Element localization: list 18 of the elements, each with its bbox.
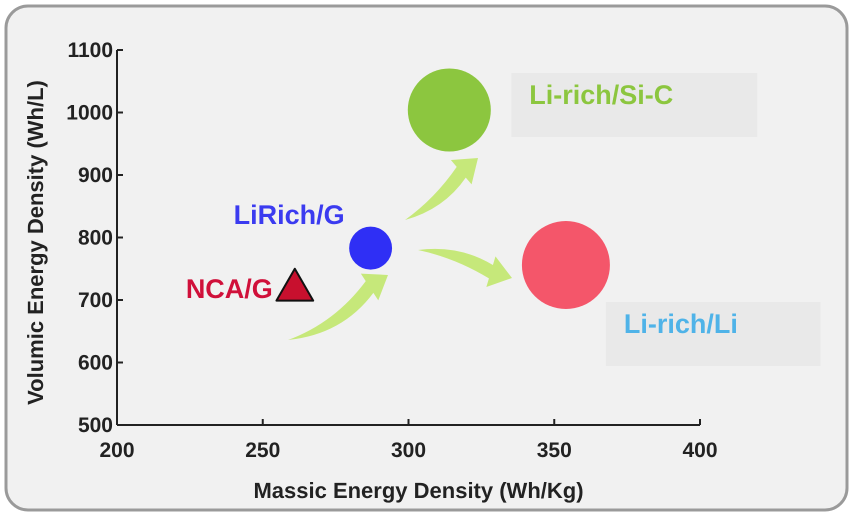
annotation: Li-rich/Li [624, 309, 738, 339]
y-tick-label: 1100 [67, 39, 113, 62]
y-tick-label: 800 [78, 226, 113, 250]
x-axis-title: Massic Energy Density (Wh/Kg) [253, 478, 584, 503]
y-axis-title: Volumic Energy Density (Wh/L) [23, 80, 48, 405]
series-label: LiRich/G [234, 200, 345, 230]
x-tick-label: 200 [99, 439, 135, 462]
y-tick-label: 700 [78, 289, 113, 312]
y-tick-label: 900 [78, 164, 113, 187]
series-label: Li-rich/Si-C [529, 80, 674, 110]
y-tick-label: 500 [78, 414, 113, 437]
y-tick-label: 600 [78, 352, 113, 374]
series-label: NCA/G [186, 274, 273, 304]
x-tick-label: 400 [682, 439, 718, 462]
x-tick-label: 250 [245, 439, 280, 462]
y-tick-label: 1000 [66, 102, 113, 124]
x-tick-label: 350 [536, 439, 572, 462]
x-tick-label: 300 [390, 439, 426, 462]
